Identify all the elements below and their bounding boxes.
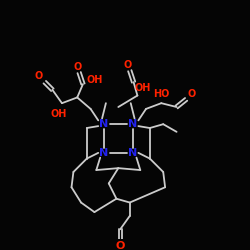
Text: N: N	[99, 148, 108, 158]
Text: OH: OH	[86, 75, 102, 85]
Text: HO: HO	[153, 89, 170, 99]
Text: O: O	[124, 60, 132, 70]
Text: O: O	[35, 72, 43, 82]
Text: O: O	[188, 89, 196, 99]
Text: OH: OH	[51, 109, 67, 119]
Text: O: O	[73, 62, 81, 72]
Text: N: N	[128, 148, 137, 158]
Text: OH: OH	[135, 83, 151, 93]
Text: N: N	[99, 119, 108, 129]
Text: O: O	[116, 242, 125, 250]
Text: N: N	[128, 119, 137, 129]
